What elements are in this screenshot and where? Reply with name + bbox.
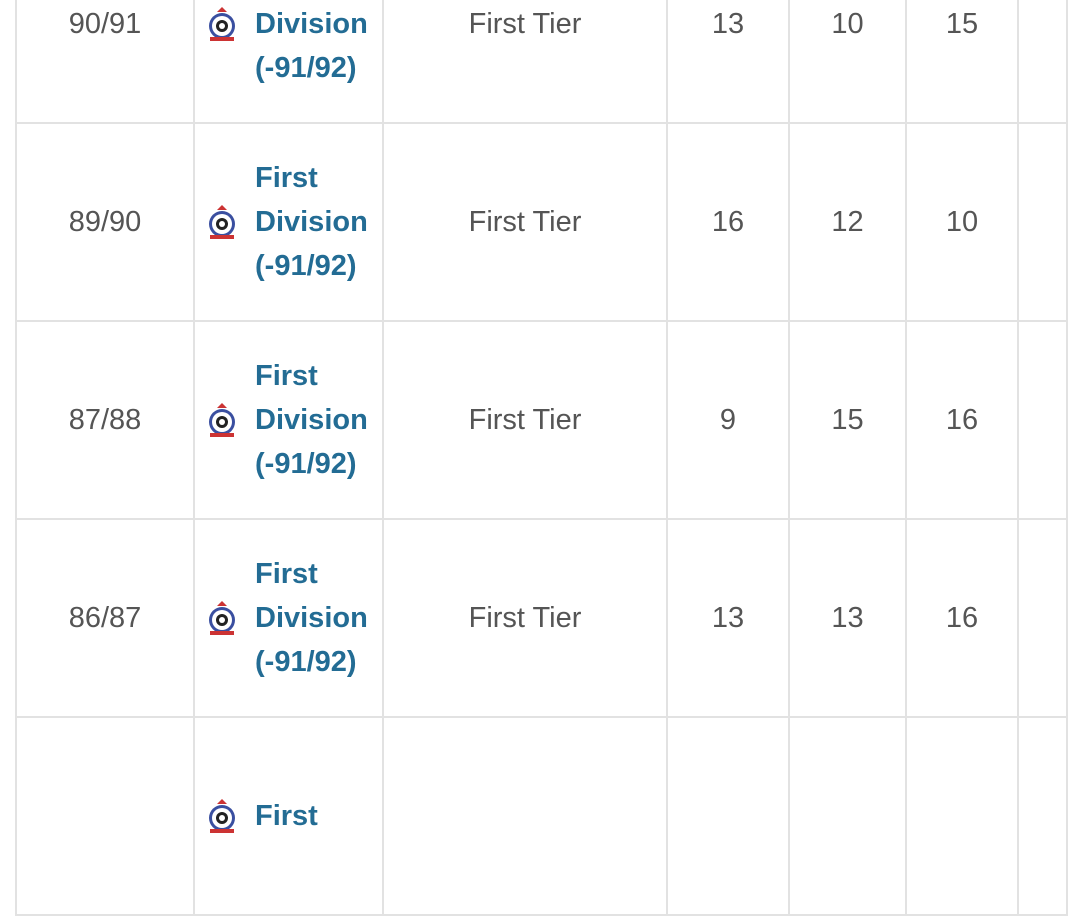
stat-cell: 10 <box>788 0 907 124</box>
season-cell <box>15 716 195 916</box>
stat-cell: 15 <box>788 320 907 520</box>
season-cell: 89/90 <box>15 122 195 322</box>
league-cell: First Division (-91/92) <box>193 0 384 124</box>
stat-cell <box>905 716 1019 916</box>
tier-cell: First Tier <box>382 122 668 322</box>
season-cell: 86/87 <box>15 518 195 718</box>
league-content: First Division (-91/92) <box>195 156 382 288</box>
stat-cell: 15 <box>905 0 1019 124</box>
table-row: 89/90 First Division (-91/92) First Tier 16… <box>15 122 1068 322</box>
club-crest <box>209 799 235 833</box>
stat-cell: 13 <box>666 518 790 718</box>
empty-cell <box>1017 122 1068 322</box>
tier-cell: First Tier <box>382 320 668 520</box>
stat-cell: 12 <box>788 122 907 322</box>
empty-cell <box>1017 320 1068 520</box>
club-crest <box>209 7 235 41</box>
tier-cell: First Tier <box>382 0 668 124</box>
league-history-table: 90/91First Division (-91/92)First Tier13… <box>15 0 1068 916</box>
league-cell: First Division (-91/92) <box>193 518 384 718</box>
league-cell: First Division (-91/92) <box>193 320 384 520</box>
league-cell: First <box>193 716 384 916</box>
league-content: First Division (-91/92) <box>195 354 382 486</box>
empty-cell <box>1017 0 1068 124</box>
league-content: First Division (-91/92) <box>195 552 382 684</box>
season-cell: 90/91 <box>15 0 195 124</box>
stat-cell <box>788 716 907 916</box>
table-row: 90/91 First Division (-91/92)First Tier13… <box>15 0 1068 124</box>
league-link[interactable]: First Division (-91/92) <box>255 162 368 282</box>
table-row: 86/87 First Division (-91/92) First Tier 13… <box>15 518 1068 718</box>
stat-cell: 13 <box>788 518 907 718</box>
season-cell: 87/88 <box>15 320 195 520</box>
table-row: First <box>15 716 1068 916</box>
tier-cell: First Tier <box>382 518 668 718</box>
league-link[interactable]: First Division (-91/92) <box>255 360 368 480</box>
empty-cell <box>1017 518 1068 718</box>
stat-cell <box>666 716 790 916</box>
stat-cell: 10 <box>905 122 1019 322</box>
stat-cell: 9 <box>666 320 790 520</box>
league-link[interactable]: First <box>255 800 318 832</box>
stat-cell: 16 <box>905 518 1019 718</box>
league-content: First Division (-91/92) <box>195 0 382 90</box>
empty-cell <box>1017 716 1068 916</box>
league-link[interactable]: First Division (-91/92) <box>255 558 368 678</box>
league-cell: First Division (-91/92) <box>193 122 384 322</box>
club-crest <box>209 601 235 635</box>
table-wrap: 90/91First Division (-91/92)First Tier13… <box>15 0 1068 916</box>
table-row: 87/88 First Division (-91/92) First Tier 9 1… <box>15 320 1068 520</box>
stat-cell: 16 <box>905 320 1019 520</box>
club-crest <box>209 403 235 437</box>
page: {"table": {"rows": [ {"season": "90/91",… <box>15 0 1068 916</box>
league-link[interactable]: First Division (-91/92) <box>255 8 368 84</box>
tier-cell <box>382 716 668 916</box>
club-crest <box>209 205 235 239</box>
league-content: First <box>195 794 382 838</box>
stat-cell: 16 <box>666 122 790 322</box>
stat-cell: 13 <box>666 0 790 124</box>
